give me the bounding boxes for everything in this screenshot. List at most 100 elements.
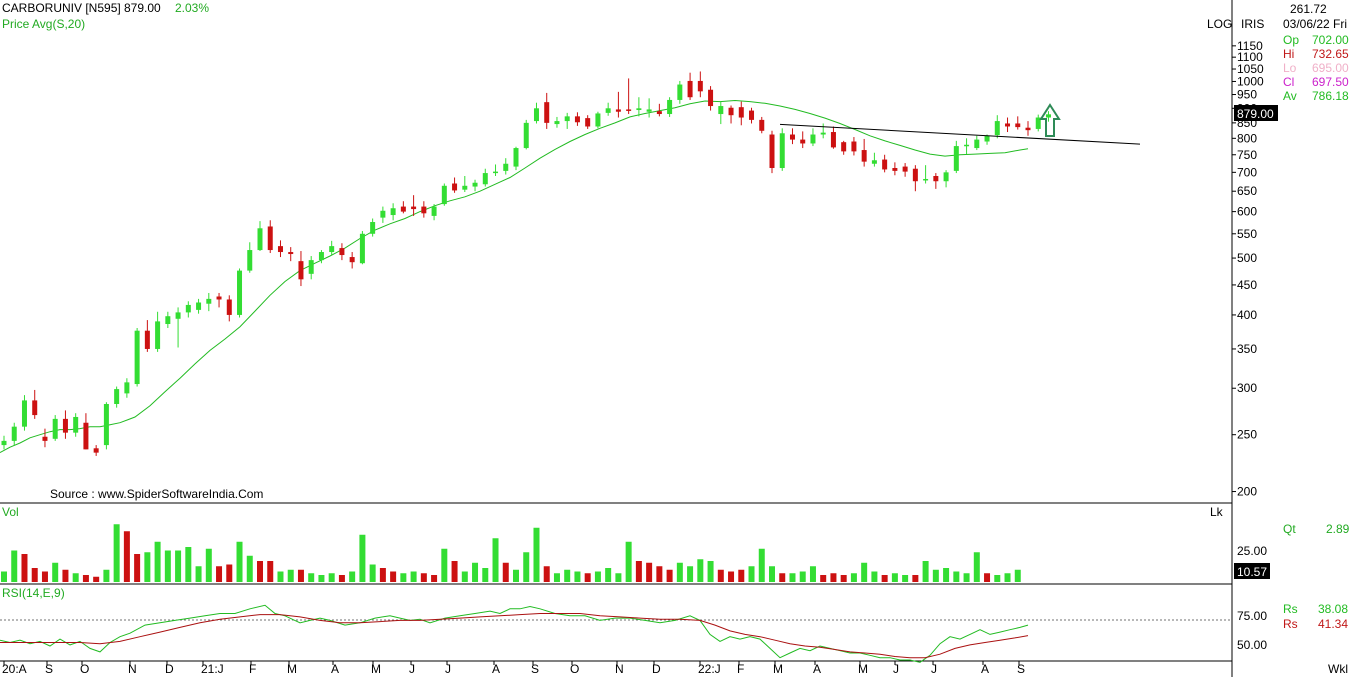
volume-bar — [973, 552, 980, 582]
candle-down — [830, 132, 836, 148]
rs-label: Rs — [1283, 602, 1298, 616]
candle-down — [411, 206, 417, 210]
time-tick-label: A — [331, 662, 339, 676]
candle-up — [1045, 114, 1051, 118]
volume-unit-label: Lk — [1210, 505, 1224, 519]
volume-bar — [277, 571, 284, 582]
volume-bars-layer — [1, 524, 1021, 582]
candle-up — [196, 302, 202, 310]
rsi-label: RSI(14,E,9) — [2, 586, 65, 600]
volume-bar — [543, 566, 550, 582]
rsi-signal-line — [0, 613, 1029, 659]
volume-bar — [461, 571, 468, 582]
candle-down — [841, 142, 847, 152]
candle-down — [769, 134, 775, 169]
volume-bar — [359, 534, 366, 582]
candle-up — [257, 228, 263, 251]
volume-bar — [830, 573, 837, 582]
volume-bar — [267, 561, 274, 582]
candle-down — [144, 330, 150, 349]
info-label-op: Op — [1283, 33, 1299, 47]
candle-up — [247, 250, 253, 271]
time-tick-label: D — [652, 662, 661, 676]
volume-bar — [523, 552, 530, 582]
candle-up — [441, 185, 447, 205]
volume-bar — [615, 573, 622, 582]
candle-up — [984, 135, 990, 142]
volume-bar — [164, 550, 171, 582]
volume-bar — [52, 562, 59, 582]
candle-down — [400, 206, 406, 212]
info-date: 03/06/22 Fri — [1283, 17, 1347, 31]
volume-bar — [871, 571, 878, 582]
volume-bar — [144, 552, 151, 582]
volume-bar — [226, 564, 233, 582]
volume-bar — [205, 548, 212, 582]
volume-bar — [257, 561, 263, 582]
time-tick-label: O — [80, 662, 89, 676]
candle-down — [544, 102, 550, 123]
qt-label: Qt — [1283, 522, 1296, 536]
volume-bar — [912, 575, 919, 582]
volume-bar — [533, 527, 540, 582]
volume-bar — [482, 568, 489, 582]
candle-down — [1005, 123, 1011, 127]
candle-up — [923, 178, 929, 181]
candle-down — [585, 118, 591, 127]
info-value-hi: 732.65 — [1312, 47, 1349, 61]
candle-up — [380, 210, 386, 218]
volume-bar — [287, 569, 294, 582]
candle-up — [1035, 117, 1041, 129]
volume-bar — [717, 569, 724, 582]
volume-bar — [441, 548, 448, 582]
candle-up — [718, 106, 724, 115]
candle-down — [1025, 127, 1031, 131]
candle-up — [994, 121, 1000, 136]
log-scale-label[interactable]: LOG — [1207, 17, 1232, 31]
volume-bar — [861, 562, 868, 582]
candle-down — [851, 141, 857, 152]
time-tick-label: 21:J — [201, 662, 224, 676]
time-tick-label: J — [931, 662, 937, 676]
volume-bar — [31, 568, 38, 582]
candle-up — [185, 304, 191, 313]
price-tick-label: 500 — [1237, 251, 1257, 265]
volume-bar — [185, 547, 192, 582]
resistance-trendline — [779, 123, 1141, 145]
volume-bar — [103, 569, 110, 582]
time-tick-label: J — [445, 662, 451, 676]
candle-down — [697, 80, 703, 92]
candle-up — [677, 84, 683, 100]
last-price-tag: 879.00 — [1237, 107, 1274, 121]
price-tick-label: 450 — [1237, 278, 1257, 292]
time-tick-label: F — [737, 662, 744, 676]
candle-down — [574, 116, 580, 123]
volume-bar — [564, 569, 571, 582]
candle-up — [513, 148, 519, 167]
candle-down — [1015, 123, 1021, 128]
source-text: Source : www.SpiderSoftwareIndia.Com — [50, 487, 263, 501]
volume-bar — [666, 569, 673, 582]
period-label[interactable]: Wkl — [1328, 662, 1348, 676]
price-tick-label: 1100 — [1237, 50, 1263, 64]
candle-down — [42, 436, 48, 441]
candle-down — [789, 134, 795, 140]
volume-bar — [134, 554, 141, 582]
price-tick-label: 1000 — [1237, 74, 1264, 88]
volume-bar — [635, 561, 642, 582]
candle-up — [462, 185, 468, 190]
candle-up — [605, 108, 611, 113]
candle-down — [452, 183, 458, 191]
price-tick-label: 350 — [1237, 342, 1257, 356]
candle-up — [114, 389, 120, 405]
time-tick-label: 20:A — [2, 662, 27, 676]
candle-down — [277, 246, 283, 253]
candle-up — [871, 160, 877, 164]
volume-last-tag: 10.57 — [1237, 565, 1267, 579]
volume-bar — [594, 571, 601, 582]
price-axis-ticks: 1150110010501000950900850800750700650600… — [1232, 39, 1264, 499]
volume-bar — [984, 573, 991, 582]
candle-up — [52, 418, 58, 439]
volume-bar — [963, 573, 970, 582]
volume-bar — [820, 575, 827, 582]
